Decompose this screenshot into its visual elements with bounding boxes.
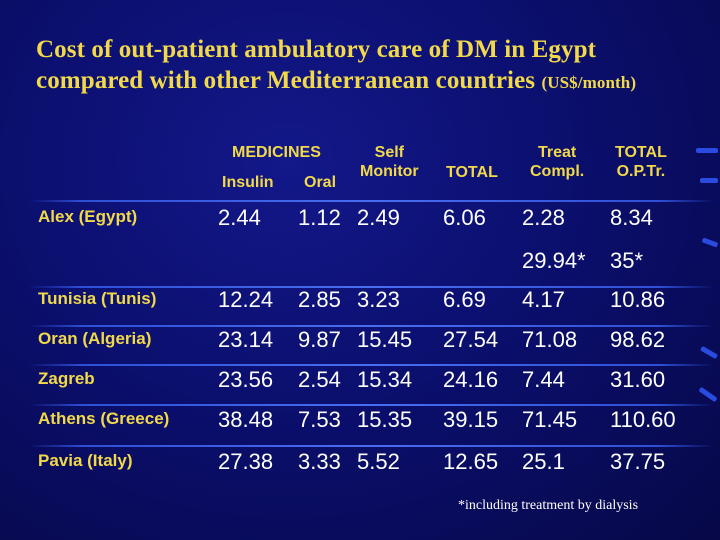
- header-insulin: Insulin: [222, 174, 274, 191]
- cell-self-monitor: 2.49: [357, 205, 400, 230]
- cell-total: 24.16: [443, 367, 499, 392]
- cell-insulin: 23.14: [218, 327, 274, 352]
- header-treat-line2: Compl.: [530, 163, 585, 180]
- row-divider: [28, 200, 714, 202]
- decorative-dash: [700, 178, 718, 183]
- decorative-dash: [696, 148, 718, 153]
- row-label: Athens (Greece): [38, 409, 170, 428]
- cell-total: 39.15: [443, 407, 499, 432]
- cell-total: 12.65: [443, 449, 499, 474]
- row-label: Pavia (Italy): [38, 451, 133, 470]
- row-label: Zagreb: [38, 369, 95, 388]
- slide-title: Cost of out-patient ambulatory care of D…: [36, 34, 716, 98]
- header-treat-compl: Treat Compl.: [530, 143, 584, 181]
- cell-oral: 2.54: [298, 367, 341, 392]
- footnote: *including treatment by dialysis: [458, 498, 639, 513]
- row-divider: [28, 325, 714, 327]
- cell-treat-compl: 29.94*: [522, 248, 586, 273]
- row-label: Oran (Algeria): [38, 329, 152, 348]
- header-total: TOTAL: [446, 164, 498, 181]
- cell-total: 6.69: [443, 287, 486, 312]
- header-oral: Oral: [304, 174, 337, 191]
- cell-total-op: 10.86: [610, 287, 666, 312]
- header-total-op-line2: O.P.Tr.: [616, 163, 666, 180]
- row-label: Tunisia (Tunis): [38, 289, 157, 308]
- decorative-dash: [701, 237, 719, 248]
- cell-treat-compl: 2.28: [522, 205, 565, 230]
- row-divider: [28, 364, 714, 366]
- cell-treat-compl: 71.45: [522, 407, 578, 432]
- header-total-op-line1: TOTAL: [615, 144, 667, 161]
- header-self-line2: Monitor: [360, 163, 419, 180]
- cell-oral: 2.85: [298, 287, 341, 312]
- header-treat-line1: Treat: [537, 144, 577, 161]
- header-self-monitor: Self Monitor: [360, 143, 419, 181]
- cell-total-op: 110.60: [610, 407, 676, 432]
- cell-oral: 1.12: [298, 205, 341, 230]
- cell-self-monitor: 15.35: [357, 407, 413, 432]
- cell-self-monitor: 5.52: [357, 449, 400, 474]
- cell-total: 27.54: [443, 327, 499, 352]
- cell-treat-compl: 7.44: [522, 367, 565, 392]
- header-total-op: TOTAL O.P.Tr.: [615, 143, 667, 181]
- cell-treat-compl: 4.17: [522, 287, 565, 312]
- cell-treat-compl: 25.1: [522, 449, 565, 474]
- cell-self-monitor: 15.34: [357, 367, 413, 392]
- cell-total-op: 8.34: [610, 205, 653, 230]
- cell-total-op: 31.60: [610, 367, 666, 392]
- cell-total: 6.06: [443, 205, 486, 230]
- row-divider: [28, 445, 714, 447]
- cell-insulin: 23.56: [218, 367, 274, 392]
- cell-insulin: 38.48: [218, 407, 274, 432]
- cell-oral: 3.33: [298, 449, 341, 474]
- cell-self-monitor: 15.45: [357, 327, 413, 352]
- cell-oral: 9.87: [298, 327, 341, 352]
- row-divider: [28, 404, 714, 406]
- cell-total-op: 98.62: [610, 327, 666, 352]
- header-self-line1: Self: [374, 144, 404, 161]
- cell-self-monitor: 3.23: [357, 287, 400, 312]
- title-unit: (US$/month): [541, 73, 637, 92]
- title-line-2: compared with other Mediterranean countr…: [36, 67, 536, 94]
- cell-insulin: 12.24: [218, 287, 274, 312]
- cell-treat-compl: 71.08: [522, 327, 578, 352]
- cell-oral: 7.53: [298, 407, 341, 432]
- cell-total-op: 37.75: [610, 449, 666, 474]
- cell-insulin: 27.38: [218, 449, 274, 474]
- decorative-dash: [698, 386, 718, 403]
- row-label: Alex (Egypt): [38, 207, 138, 226]
- row-divider: [28, 286, 714, 288]
- header-medicines: MEDICINES: [232, 144, 321, 161]
- cell-insulin: 2.44: [218, 205, 261, 230]
- title-line-1: Cost of out-patient ambulatory care of D…: [36, 36, 597, 63]
- decorative-dash: [699, 345, 719, 360]
- cell-total-op: 35*: [610, 248, 644, 273]
